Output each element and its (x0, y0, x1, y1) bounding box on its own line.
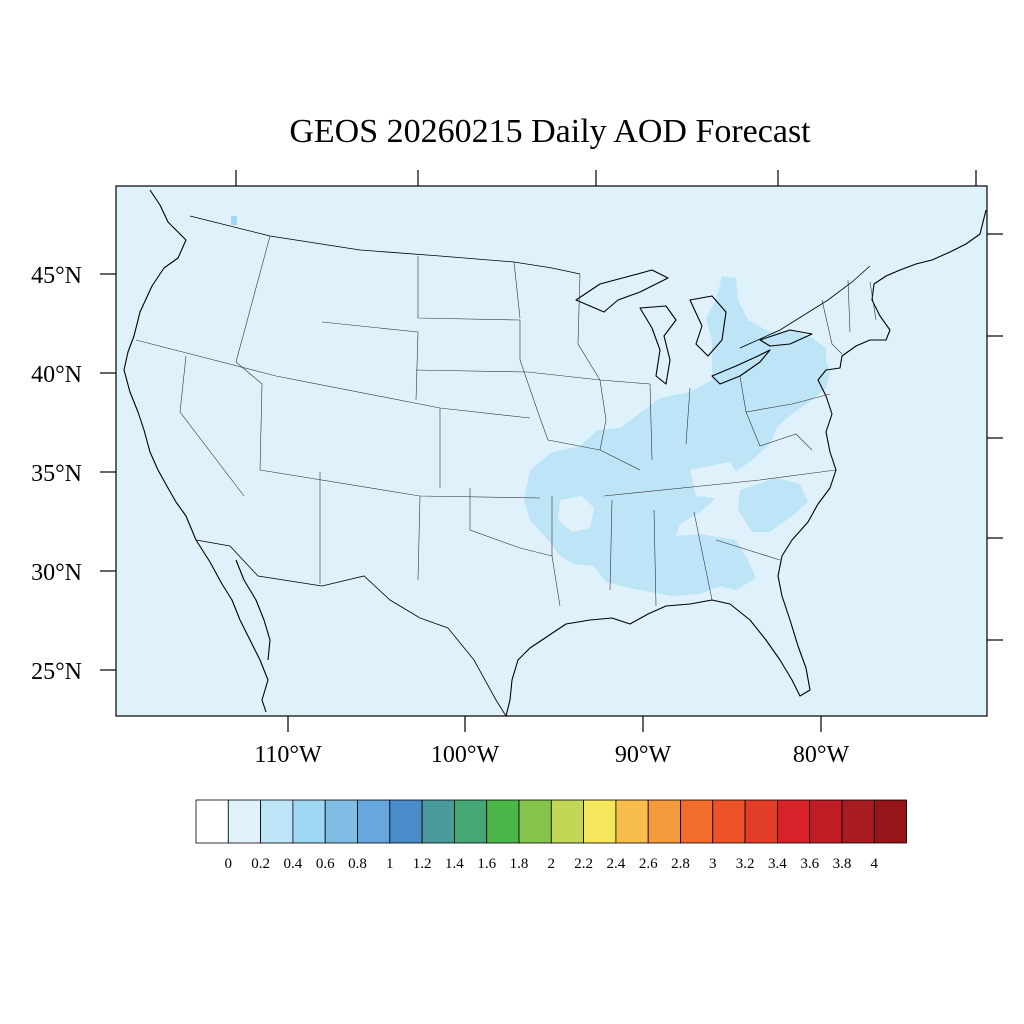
colorbar-box (292, 799, 326, 844)
top-ticks (235, 170, 977, 186)
colorbar-label: 3.4 (768, 856, 787, 872)
colorbar-label: 0.6 (316, 856, 335, 872)
colorbar-label: 2.4 (607, 856, 626, 872)
colorbar-label: 2.8 (671, 856, 690, 872)
colorbar-box (744, 799, 778, 844)
colorbar-box (873, 799, 907, 844)
colorbar-box (550, 799, 584, 844)
us-coastline (123, 189, 987, 717)
longitude-label: 110°W (254, 742, 322, 768)
colorbar: 0 0.2 0.4 0.6 0.8 1 1.2 1.4 1.6 1.8 2 2.2 2.4 2.6 2.8 3… (195, 799, 907, 872)
colorbar-label: 1.2 (413, 856, 432, 872)
longitude-label: 80°W (793, 742, 850, 768)
state-borders (135, 235, 877, 607)
colorbar-box (195, 799, 229, 844)
colorbar-label: 3 (709, 856, 717, 872)
colorbar-box (647, 799, 681, 844)
colorbar-label: 0.2 (251, 856, 270, 872)
colorbar-box (583, 799, 617, 844)
colorbar-label: 0.4 (284, 856, 303, 872)
colorbar-box (777, 799, 811, 844)
colorbar-label: 4 (871, 856, 879, 872)
colorbar-box (486, 799, 520, 844)
colorbar-box (841, 799, 875, 844)
bottom-ticks (287, 716, 822, 732)
colorbar-label: 2.6 (639, 856, 658, 872)
great-lakes (575, 269, 813, 385)
longitude-label: 100°W (431, 742, 500, 768)
colorbar-label: 3.6 (800, 856, 819, 872)
colorbar-box (615, 799, 649, 844)
plume-gap (558, 496, 594, 532)
latitude-label: 30°N (31, 560, 82, 586)
colorbar-label: 2 (548, 856, 556, 872)
colorbar-box (421, 799, 455, 844)
colorbar-box (680, 799, 714, 844)
colorbar-box (324, 799, 358, 844)
right-ticks (987, 233, 1003, 641)
colorbar-label: 0 (225, 856, 233, 872)
map-title: GEOS 20260215 Daily AOD Forecast (289, 113, 811, 150)
colorbar-label: 1.8 (510, 856, 529, 872)
latitude-label: 35°N (31, 461, 82, 487)
latitude-label: 40°N (31, 362, 82, 388)
map-frame (115, 185, 988, 717)
colorbar-box (260, 799, 294, 844)
colorbar-label: 3.2 (736, 856, 755, 872)
aod-plume-southeast (738, 478, 808, 532)
colorbar-label: 1.6 (477, 856, 496, 872)
colorbar-box (227, 799, 262, 844)
colorbar-box (389, 799, 423, 844)
aod-plume-region (524, 276, 830, 596)
latitude-label: 45°N (31, 263, 82, 289)
longitude-label: 90°W (615, 742, 672, 768)
plume-gap (690, 462, 740, 498)
map-background (116, 186, 987, 716)
colorbar-label: 3.8 (833, 856, 852, 872)
colorbar-box (809, 799, 843, 844)
aod-spot (231, 216, 237, 225)
colorbar-label: 2.2 (574, 856, 593, 872)
colorbar-box (712, 799, 746, 844)
colorbar-box (518, 799, 552, 844)
colorbar-label: 1 (386, 856, 394, 872)
colorbar-label: 0.8 (348, 856, 367, 872)
colorbar-box (357, 799, 391, 844)
latitude-label: 25°N (31, 659, 82, 685)
colorbar-label: 1.4 (445, 856, 464, 872)
colorbar-box (453, 799, 488, 844)
left-ticks (100, 273, 116, 671)
